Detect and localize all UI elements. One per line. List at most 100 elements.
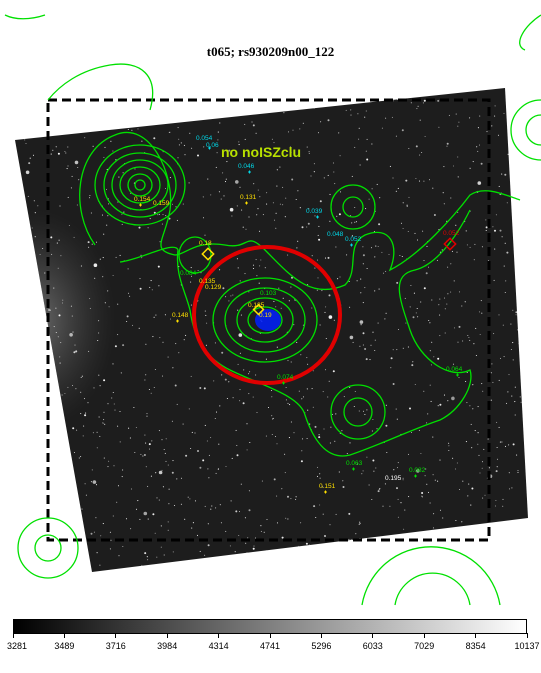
star	[397, 516, 399, 518]
star	[228, 381, 230, 383]
star	[214, 342, 216, 344]
star	[99, 258, 101, 260]
star	[15, 117, 18, 119]
star	[392, 349, 394, 351]
star	[356, 463, 358, 465]
star	[427, 491, 430, 493]
star	[71, 175, 73, 177]
star	[402, 477, 404, 479]
star	[253, 183, 255, 185]
star	[446, 303, 448, 305]
star	[450, 529, 452, 532]
star	[485, 226, 488, 229]
star	[169, 318, 172, 320]
star	[246, 423, 248, 425]
star	[354, 146, 356, 148]
star	[95, 484, 98, 486]
star	[391, 572, 392, 573]
star	[485, 229, 487, 232]
yellow-marker	[324, 490, 327, 494]
star	[292, 129, 294, 131]
star	[438, 304, 440, 306]
star	[78, 457, 80, 459]
star	[135, 508, 138, 510]
star	[44, 110, 46, 112]
star	[50, 433, 52, 435]
star	[487, 438, 489, 440]
star	[397, 498, 399, 500]
star	[496, 466, 498, 468]
star	[234, 551, 236, 553]
star	[338, 471, 340, 473]
star	[342, 480, 344, 482]
contour-upper-left-ring-1	[94, 144, 186, 226]
green-label: 0.084	[180, 270, 197, 277]
star	[481, 461, 484, 463]
star	[61, 500, 63, 502]
star	[448, 114, 450, 116]
star	[514, 401, 516, 403]
star	[158, 499, 160, 501]
star	[329, 442, 331, 444]
star	[138, 226, 141, 229]
star	[307, 222, 310, 225]
star	[429, 322, 431, 324]
star	[71, 315, 73, 317]
contour-bottom-right-arc-1	[361, 546, 501, 606]
star	[382, 505, 384, 507]
star	[295, 498, 297, 500]
star	[112, 274, 114, 277]
star	[204, 424, 206, 426]
star	[161, 375, 164, 377]
star	[240, 483, 242, 485]
star	[100, 535, 102, 537]
star	[71, 104, 73, 107]
star	[44, 428, 46, 430]
star	[396, 97, 398, 99]
star	[121, 213, 123, 215]
cyan-label: 0.054	[196, 135, 213, 142]
star	[27, 195, 29, 197]
star	[18, 442, 20, 444]
star	[106, 224, 108, 226]
star	[239, 280, 241, 282]
star	[466, 371, 468, 374]
star	[110, 107, 112, 109]
star	[202, 196, 204, 198]
star	[184, 154, 186, 156]
star	[127, 128, 129, 131]
star	[474, 243, 476, 245]
star	[107, 466, 109, 468]
star	[510, 323, 512, 325]
star	[87, 241, 90, 244]
star	[297, 545, 300, 547]
star	[36, 283, 38, 285]
star	[493, 333, 495, 335]
star	[189, 132, 191, 134]
star	[37, 450, 39, 452]
star	[409, 407, 411, 410]
star	[392, 383, 395, 385]
star	[306, 437, 308, 440]
star	[55, 146, 57, 148]
star	[242, 102, 245, 105]
star	[231, 215, 233, 217]
star	[364, 116, 366, 118]
star	[359, 345, 361, 347]
star	[50, 431, 52, 433]
star	[206, 440, 208, 442]
star	[221, 351, 224, 354]
star	[276, 185, 278, 187]
star	[158, 470, 163, 475]
star	[105, 188, 108, 190]
star	[73, 351, 76, 354]
star	[29, 339, 31, 341]
star	[111, 118, 113, 120]
star	[160, 546, 162, 548]
star	[163, 566, 165, 568]
star	[461, 521, 463, 523]
star	[18, 408, 20, 410]
star	[501, 441, 503, 443]
star	[80, 413, 82, 415]
star	[339, 155, 341, 157]
